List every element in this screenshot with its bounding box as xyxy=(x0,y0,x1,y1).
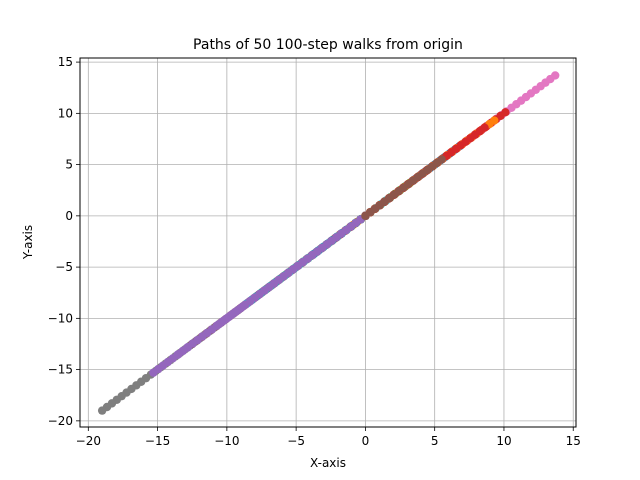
walk-point xyxy=(97,406,107,415)
walk-point xyxy=(551,71,560,80)
y-axis-label: Y-axis xyxy=(21,225,35,260)
y-tick-label: −5 xyxy=(55,260,73,274)
x-tick-label: 15 xyxy=(566,434,581,448)
x-axis-label: X-axis xyxy=(310,456,346,470)
x-tick-label: −15 xyxy=(145,434,170,448)
gridlines xyxy=(80,58,576,427)
y-tick-label: 15 xyxy=(58,55,73,69)
ticks: −20 −15 −10 −5 0 5 10 15 −20 −15 −10 −5 0 5 10 15 xyxy=(48,55,581,448)
y-tick-label: −10 xyxy=(48,311,73,325)
x-tick-label: 5 xyxy=(431,434,439,448)
walk-point xyxy=(174,350,183,359)
x-tick-label: −20 xyxy=(76,434,101,448)
walk-point xyxy=(149,368,158,377)
y-tick-label: 0 xyxy=(65,209,73,223)
walk-point xyxy=(480,123,489,132)
y-tick-label: 10 xyxy=(58,106,73,120)
walk-point xyxy=(490,116,499,125)
y-tick-label: −15 xyxy=(48,363,73,377)
x-tick-label: −10 xyxy=(214,434,239,448)
x-tick-label: −5 xyxy=(287,434,305,448)
y-tick-label: −20 xyxy=(48,414,73,428)
x-tick-label: 10 xyxy=(496,434,511,448)
walk-point xyxy=(437,155,446,164)
plot-frame xyxy=(79,57,577,428)
walk-point xyxy=(501,108,510,117)
chart-title: Paths of 50 100-step walks from origin xyxy=(193,37,463,53)
plot-data xyxy=(97,71,560,415)
y-tick-label: 5 xyxy=(65,158,73,172)
walk-series xyxy=(174,211,370,359)
x-tick-label: 0 xyxy=(362,434,370,448)
walk-series xyxy=(361,155,446,221)
